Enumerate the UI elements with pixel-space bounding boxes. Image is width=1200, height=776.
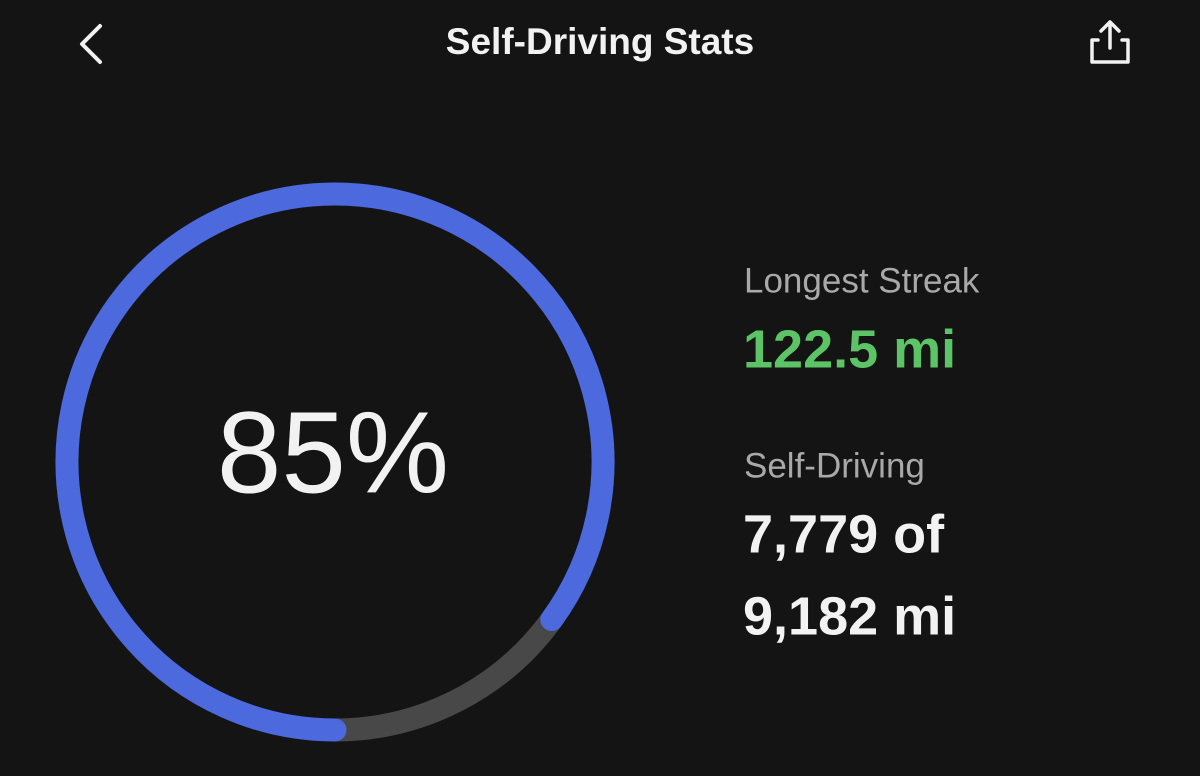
stat-value: 122.5 mi: [743, 319, 956, 379]
page-title: Self-Driving Stats: [446, 21, 754, 62]
stat-label: Self-Driving: [744, 446, 925, 485]
percent-label: 85%: [217, 388, 449, 518]
progress-ring: [55, 182, 615, 742]
stat-label: Longest Streak: [744, 261, 980, 300]
stat-value: 9,182 mi: [743, 586, 956, 646]
stats: Longest Streak 122.5 mi Self-Driving 7,779 …: [743, 261, 980, 646]
ring-track: [334, 612, 562, 742]
share-button[interactable]: [1090, 20, 1130, 64]
stat-value: 7,779 of: [743, 504, 945, 564]
ring-progress: [55, 182, 615, 742]
back-button[interactable]: [80, 24, 102, 64]
